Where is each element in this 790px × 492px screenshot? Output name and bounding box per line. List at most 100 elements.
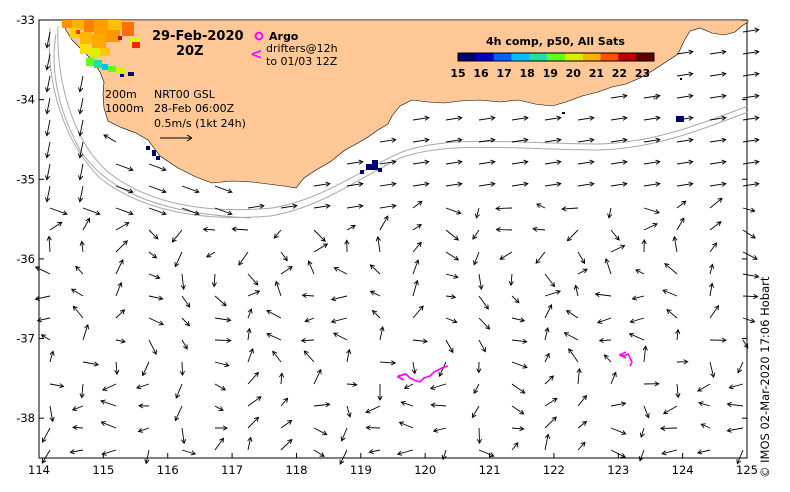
current-arrow: [544, 137, 562, 143]
current-arrow: [478, 115, 496, 121]
current-arrow: [573, 284, 579, 297]
current-arrow: [568, 348, 579, 363]
current-arrow: [643, 207, 660, 215]
current-arrow: [379, 326, 385, 341]
current-arrow: [610, 244, 626, 253]
current-arrow: [148, 251, 158, 259]
current-arrow: [313, 427, 328, 436]
current-arrow: [643, 159, 661, 165]
current-arrow: [412, 181, 430, 187]
current-arrow: [629, 317, 645, 324]
current-arrow: [566, 229, 579, 242]
current-arrow: [49, 383, 65, 389]
current-arrow: [742, 27, 760, 33]
current-arrow: [379, 137, 397, 143]
current-arrow: [148, 317, 165, 326]
current-arrow: [508, 273, 514, 287]
current-arrow: [478, 159, 496, 165]
current-arrow: [346, 224, 356, 231]
current-arrow: [598, 337, 612, 344]
current-arrow: [369, 290, 381, 297]
current-arrow: [610, 229, 620, 241]
current-arrow: [709, 361, 716, 379]
current-arrow: [181, 427, 187, 445]
current-arrow: [148, 207, 167, 216]
current-arrow: [70, 288, 84, 297]
x-tick-label: 121: [479, 463, 501, 477]
current-arrow: [379, 215, 389, 231]
current-arrow: [676, 359, 689, 365]
current-arrow: [511, 361, 528, 369]
current-arrow: [313, 203, 331, 209]
colorbar-ticks: 15 16 17 18 19 20 21 22 23: [450, 67, 650, 80]
current-arrow: [742, 317, 756, 324]
current-arrow: [473, 251, 480, 266]
isobath-200-label: 200m: [105, 88, 137, 101]
current-arrow: [511, 383, 526, 394]
current-arrow: [445, 159, 463, 165]
colorbar-tick-label: 17: [496, 67, 511, 80]
current-arrow: [596, 317, 612, 324]
current-arrow: [344, 239, 350, 253]
colorbar-tick-label: 18: [520, 67, 535, 80]
current-arrow: [544, 397, 558, 407]
current-arrow: [266, 309, 282, 319]
current-arrow: [202, 226, 216, 233]
current-arrow: [181, 185, 200, 194]
current-arrow: [643, 223, 658, 231]
current-arrow: [78, 185, 84, 203]
current-arrow: [346, 348, 352, 363]
colorbar-segment: [618, 53, 637, 61]
current-arrow: [696, 449, 711, 455]
credit-text: © IMOS 02-Mar-2020 17:06 Hobart: [758, 276, 772, 478]
current-arrow: [511, 137, 529, 143]
current-arrow: [180, 273, 186, 291]
current-arrow: [412, 338, 428, 344]
current-arrow: [304, 317, 315, 323]
colorbar-tick-label: 23: [635, 67, 650, 80]
current-arrow: [742, 49, 760, 55]
current-arrow: [46, 235, 52, 253]
product-label: NRT00 GSL: [154, 88, 216, 101]
current-arrow: [398, 421, 414, 429]
current-arrow: [742, 71, 760, 77]
current-arrow: [280, 397, 289, 407]
colorbar-segment: [600, 53, 619, 61]
current-arrow: [272, 350, 282, 363]
current-arrow: [36, 317, 51, 323]
current-arrow: [478, 295, 489, 310]
current-arrow: [577, 441, 586, 451]
current-arrow: [71, 405, 84, 412]
current-arrow: [700, 423, 711, 429]
current-arrow: [214, 295, 227, 307]
current-vectors: [34, 27, 760, 465]
x-tick-label: 124: [672, 463, 694, 477]
current-arrow: [643, 181, 661, 187]
current-arrow: [511, 442, 519, 451]
current-arrow: [476, 361, 482, 374]
y-axis: -33 -34 -35 -36 -37 -38: [16, 13, 747, 425]
current-arrow: [742, 207, 756, 213]
current-arrow: [610, 93, 628, 99]
current-arrow: [115, 240, 128, 253]
current-arrow: [101, 449, 117, 456]
colorbar-segment: [511, 53, 530, 61]
current-arrow: [742, 251, 758, 260]
current-arrow: [737, 361, 744, 374]
current-arrow: [709, 115, 727, 121]
current-arrow: [441, 449, 447, 461]
current-arrow: [709, 137, 727, 143]
current-arrow: [610, 427, 627, 435]
current-arrow: [411, 361, 417, 375]
y-tick-label: -34: [16, 93, 35, 107]
colorbar-outline: [457, 52, 655, 62]
current-arrow: [115, 222, 130, 231]
current-arrow: [445, 273, 459, 279]
current-arrow: [478, 449, 495, 458]
current-arrow: [445, 251, 460, 261]
current-arrow: [115, 259, 124, 275]
argo-label: Argo: [269, 30, 299, 43]
current-arrow: [403, 383, 414, 389]
current-arrow: [346, 159, 364, 165]
